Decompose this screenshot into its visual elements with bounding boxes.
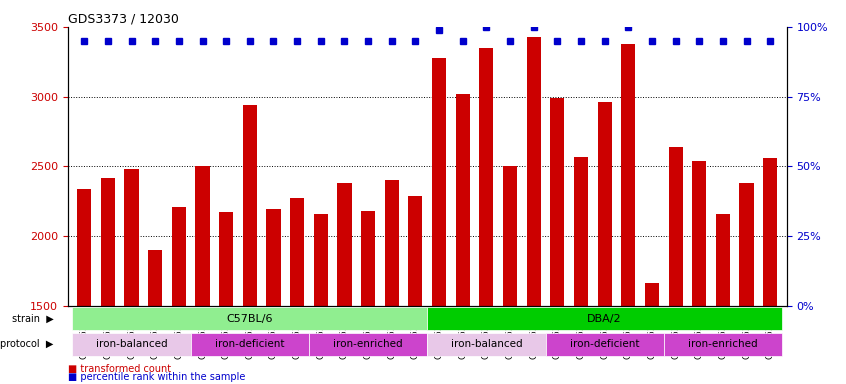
Text: iron-balanced: iron-balanced: [96, 339, 168, 349]
Bar: [456, 94, 470, 384]
Text: C57BL/6: C57BL/6: [227, 313, 273, 324]
Bar: [480, 48, 493, 384]
FancyBboxPatch shape: [664, 333, 782, 356]
FancyBboxPatch shape: [427, 307, 782, 330]
Bar: [219, 212, 233, 384]
Bar: [574, 157, 588, 384]
Bar: [290, 198, 305, 384]
Bar: [314, 214, 328, 384]
Bar: [432, 58, 446, 384]
Bar: [338, 183, 352, 384]
Text: ■ transformed count: ■ transformed count: [68, 364, 171, 374]
Text: DBA/2: DBA/2: [587, 313, 622, 324]
Bar: [195, 166, 210, 384]
Text: GDS3373 / 12030: GDS3373 / 12030: [68, 13, 179, 26]
Bar: [668, 147, 683, 384]
FancyBboxPatch shape: [309, 333, 427, 356]
FancyBboxPatch shape: [73, 307, 427, 330]
Bar: [716, 214, 730, 384]
Bar: [692, 161, 706, 384]
Bar: [124, 169, 139, 384]
Bar: [385, 180, 398, 384]
Bar: [101, 178, 115, 384]
FancyBboxPatch shape: [427, 333, 546, 356]
Text: iron-enriched: iron-enriched: [688, 339, 758, 349]
Bar: [409, 196, 422, 384]
Text: ■ percentile rank within the sample: ■ percentile rank within the sample: [68, 372, 245, 382]
Text: protocol  ▶: protocol ▶: [0, 339, 53, 349]
Bar: [361, 211, 375, 384]
FancyBboxPatch shape: [546, 333, 664, 356]
Bar: [266, 210, 281, 384]
Text: iron-balanced: iron-balanced: [451, 339, 522, 349]
FancyBboxPatch shape: [73, 333, 190, 356]
Bar: [550, 98, 564, 384]
Bar: [621, 44, 635, 384]
Text: strain  ▶: strain ▶: [12, 313, 53, 324]
Text: iron-deficient: iron-deficient: [570, 339, 640, 349]
Bar: [526, 36, 541, 384]
Bar: [148, 250, 162, 384]
Bar: [77, 189, 91, 384]
Bar: [503, 166, 517, 384]
Bar: [172, 207, 186, 384]
Bar: [243, 105, 257, 384]
Bar: [597, 102, 612, 384]
Text: iron-enriched: iron-enriched: [333, 339, 403, 349]
FancyBboxPatch shape: [190, 333, 309, 356]
Bar: [739, 183, 754, 384]
Bar: [645, 283, 659, 384]
Bar: [763, 158, 777, 384]
Text: iron-deficient: iron-deficient: [215, 339, 284, 349]
